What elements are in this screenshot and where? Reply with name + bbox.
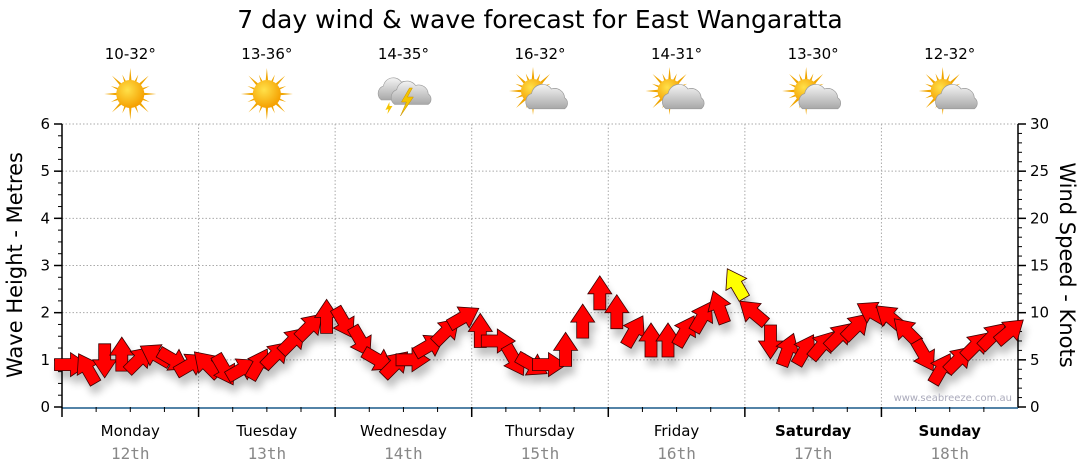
day-temperature: 16-32° (514, 45, 565, 63)
cloud-shape (935, 84, 978, 110)
lightning-bolt-small (385, 102, 393, 114)
day-temperature: 13-36° (241, 45, 292, 63)
wind-arrow (893, 318, 924, 348)
wind-arrow (587, 275, 613, 311)
partly-cloudy-icon (509, 67, 568, 115)
wind-arrow (552, 331, 579, 367)
day-date: 17th (794, 444, 833, 463)
day-name: Saturday (775, 422, 852, 440)
wind-arrow (347, 323, 372, 358)
left-tick-label: 6 (40, 115, 50, 133)
left-axis-label: Wave Height - Metres (3, 152, 27, 378)
wind-arrow (725, 268, 751, 302)
partly-cloudy-icon (918, 67, 978, 115)
right-tick-label: 30 (1030, 115, 1049, 133)
wind-arrow (688, 301, 714, 335)
sunny-icon (104, 68, 157, 120)
right-tick-label: 5 (1030, 351, 1040, 369)
left-tick-label: 5 (40, 162, 50, 180)
cloud (390, 80, 432, 105)
wind-arrow (569, 303, 596, 339)
wind-arrow (91, 343, 118, 379)
day-date: 15th (521, 444, 560, 463)
right-tick-label: 0 (1030, 398, 1040, 416)
day-name: Wednesday (360, 422, 447, 440)
right-tick-label: 25 (1030, 162, 1049, 180)
thunderstorm-icon (377, 77, 432, 117)
cloud-shape (662, 84, 705, 110)
cloud (662, 84, 705, 110)
chart-title: 7 day wind & wave forecast for East Wang… (237, 5, 842, 34)
day-date: 14th (384, 444, 423, 463)
wind-arrow (992, 319, 1024, 347)
left-tick-label: 1 (40, 351, 50, 369)
cloud-shape (798, 84, 841, 110)
watermark: www.seabreeze.com.au (894, 393, 1012, 404)
left-tick-label: 2 (40, 304, 50, 322)
day-date: 13th (248, 444, 287, 463)
day-date: 18th (930, 444, 969, 463)
daily-forecast-header: 10-32° 13-36° 14-35° 16-32° 14-31° 13-30° 12-3… (104, 45, 978, 120)
lightning-bolt (400, 87, 414, 117)
sun-disc (252, 80, 281, 108)
wind-arrow (445, 306, 480, 332)
axes: 0 1 2 3 4 5 6 0 5 10 15 20 25 30 Monday 12th Tuesday 13th… (40, 115, 1049, 463)
day-name: Thursday (504, 422, 575, 440)
cloud-shape (525, 84, 568, 110)
wind-arrow (604, 293, 630, 330)
day-temperature: 13-30° (788, 45, 839, 63)
wind-arrow (532, 351, 568, 378)
day-temperature: 14-35° (378, 45, 429, 63)
day-date: 16th (657, 444, 696, 463)
day-temperature: 12-32° (924, 45, 975, 63)
wind-arrow (707, 290, 732, 326)
left-tick-label: 0 (40, 398, 50, 416)
day-temperature: 14-31° (651, 45, 702, 63)
day-name: Monday (101, 422, 160, 440)
wind-arrows (54, 268, 1024, 387)
wind-arrow (655, 322, 681, 358)
sun-disc (116, 80, 145, 108)
wind-arrow (395, 347, 431, 373)
cloud (798, 84, 841, 110)
right-tick-label: 20 (1030, 209, 1049, 227)
day-name: Tuesday (235, 422, 297, 440)
left-tick-label: 4 (40, 209, 50, 227)
wind-arrow (638, 322, 664, 358)
right-tick-label: 10 (1030, 304, 1049, 322)
wind-arrow (620, 315, 645, 349)
right-tick-label: 15 (1030, 257, 1049, 275)
cloud-shape (390, 80, 432, 105)
cloud (935, 84, 978, 110)
day-name: Friday (654, 422, 700, 440)
day-name: Sunday (919, 422, 982, 440)
partly-cloudy-icon (782, 67, 841, 115)
wind-arrow (313, 298, 340, 334)
cloud (525, 84, 568, 110)
wind-arrow (739, 300, 771, 329)
day-date: 12th (111, 444, 150, 463)
wind-arrow (757, 324, 784, 360)
wind-arrow (293, 313, 323, 343)
left-tick-label: 3 (40, 257, 50, 275)
wind-arrow (910, 337, 935, 372)
right-axis-label: Wind Speed - Knots (1055, 162, 1079, 367)
wind-arrow (839, 313, 870, 343)
sunny-icon (240, 68, 293, 120)
partly-cloudy-icon (645, 67, 705, 115)
day-temperature: 10-32° (105, 45, 156, 63)
